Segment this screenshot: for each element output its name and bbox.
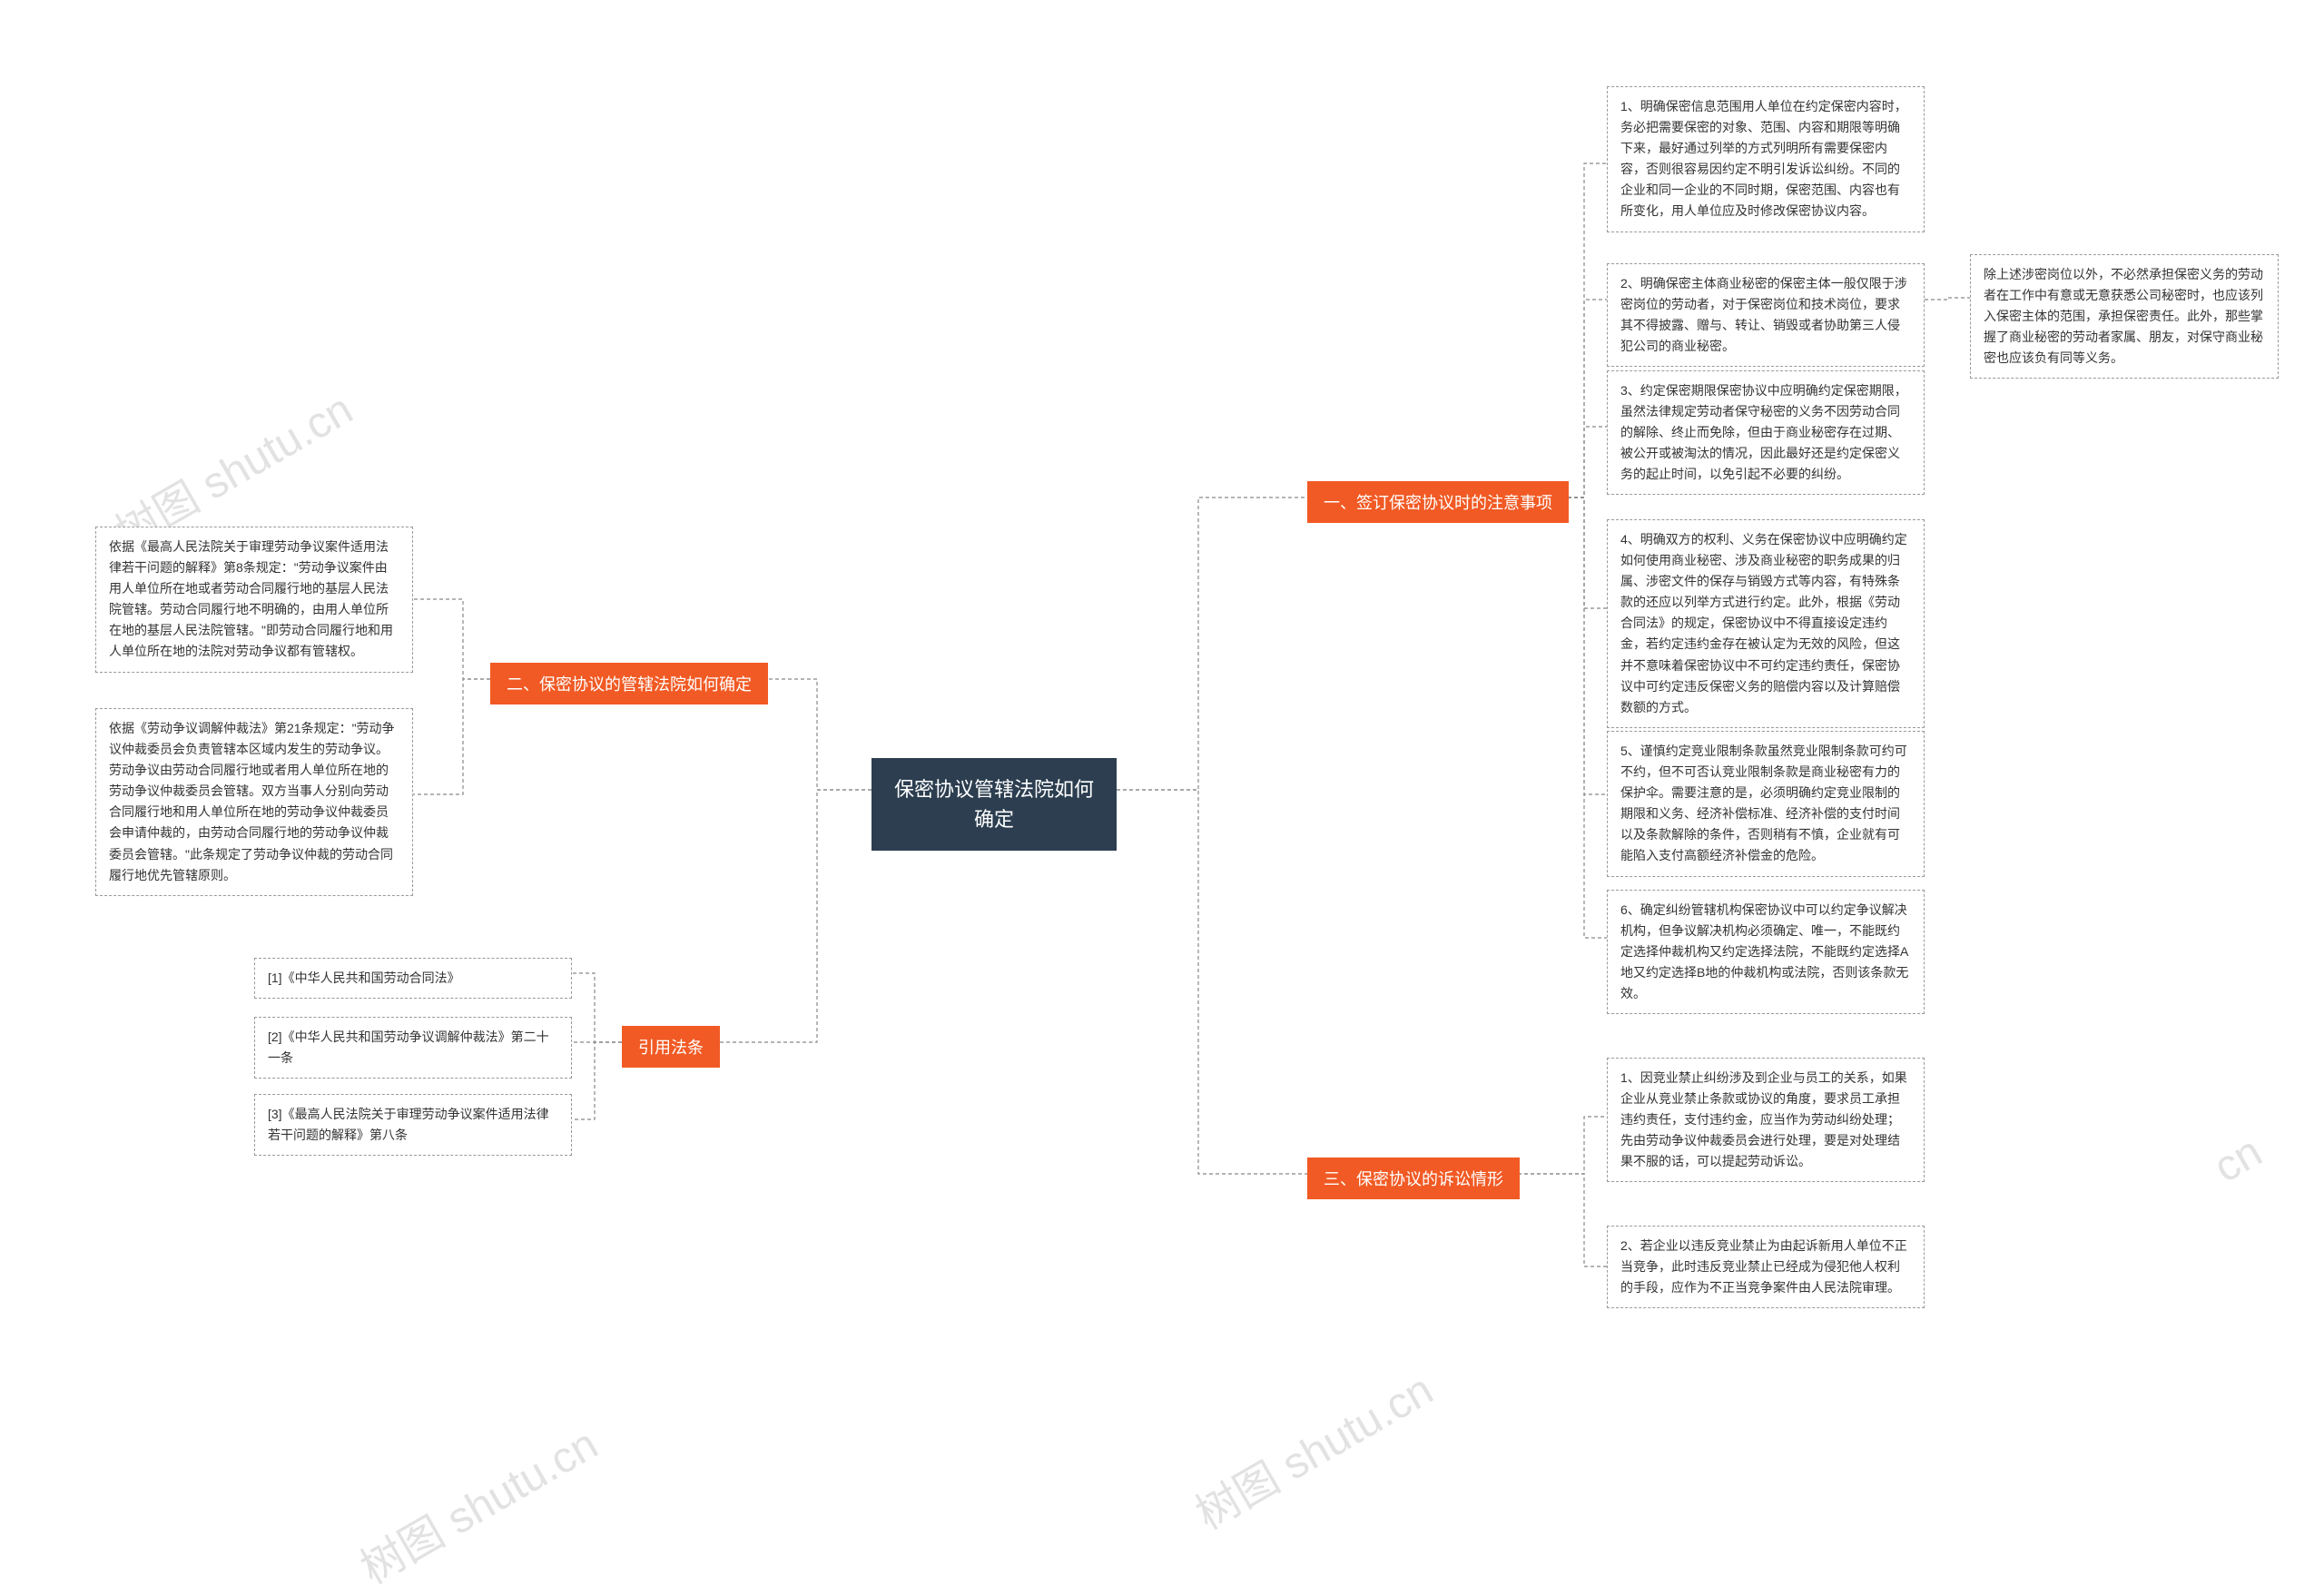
leaf-node[interactable]: 2、若企业以违反竞业禁止为由起诉新用人单位不正当竞争，此时违反竞业禁止已经成为侵… — [1607, 1226, 1925, 1308]
leaf-node[interactable]: 6、确定纠纷管辖机构保密协议中可以约定争议解决机构，但争议解决机构必须确定、唯一… — [1607, 890, 1925, 1014]
leaf-node[interactable]: 依据《最高人民法院关于审理劳动争议案件适用法律若干问题的解释》第8条规定："劳动… — [95, 527, 413, 673]
branch-node-1[interactable]: 一、签订保密协议时的注意事项 — [1307, 481, 1569, 523]
branch-node-4[interactable]: 引用法条 — [622, 1026, 720, 1068]
mindmap-canvas: 树图 shutu.cn 树图 shutu.cn 树图 shutu.cn 树 cn — [0, 0, 2324, 1564]
leaf-node[interactable]: 除上述涉密岗位以外，不必然承担保密义务的劳动者在工作中有意或无意获悉公司秘密时，… — [1970, 254, 2279, 379]
watermark: 树图 shutu.cn — [1182, 1355, 1443, 1542]
leaf-node[interactable]: 4、明确双方的权利、义务在保密协议中应明确约定如何使用商业秘密、涉及商业秘密的职… — [1607, 519, 1925, 728]
leaf-node[interactable]: 2、明确保密主体商业秘密的保密主体一般仅限于涉密岗位的劳动者，对于保密岗位和技术… — [1607, 263, 1925, 367]
leaf-node[interactable]: [2]《中华人民共和国劳动争议调解仲裁法》第二十一条 — [254, 1017, 572, 1079]
leaf-node[interactable]: [3]《最高人民法院关于审理劳动争议案件适用法律若干问题的解释》第八条 — [254, 1094, 572, 1156]
leaf-node[interactable]: 1、明确保密信息范围用人单位在约定保密内容时，务必把需要保密的对象、范围、内容和… — [1607, 86, 1925, 232]
center-topic[interactable]: 保密协议管辖法院如何确定 — [872, 758, 1117, 851]
leaf-node[interactable]: 5、谨慎约定竞业限制条款虽然竞业限制条款可约可不约，但不可否认竞业限制条款是商业… — [1607, 731, 1925, 877]
leaf-node[interactable]: 依据《劳动争议调解仲裁法》第21条规定："劳动争议仲裁委员会负责管辖本区域内发生… — [95, 708, 413, 896]
branch-node-3[interactable]: 三、保密协议的诉讼情形 — [1307, 1158, 1520, 1199]
leaf-node[interactable]: [1]《中华人民共和国劳动合同法》 — [254, 958, 572, 999]
watermark: 树图 shutu.cn — [347, 1409, 607, 1596]
leaf-node[interactable]: 3、约定保密期限保密协议中应明确约定保密期限，虽然法律规定劳动者保守秘密的义务不… — [1607, 370, 1925, 495]
branch-node-2[interactable]: 二、保密协议的管辖法院如何确定 — [490, 663, 768, 704]
leaf-node[interactable]: 1、因竞业禁止纠纷涉及到企业与员工的关系，如果企业从竞业禁止条款或协议的角度，要… — [1607, 1058, 1925, 1182]
watermark: cn — [2206, 1127, 2270, 1193]
